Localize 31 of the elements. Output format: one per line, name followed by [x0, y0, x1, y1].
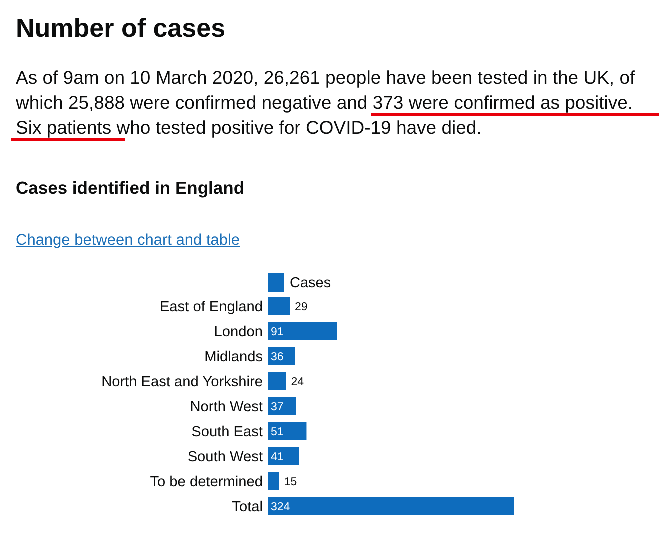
y-tick-label: North East and Yorkshire	[102, 374, 263, 390]
text: Change between chart and table	[16, 232, 240, 249]
data-label: 41	[271, 452, 284, 464]
y-tick-label: Midlands	[204, 350, 263, 366]
chart-subtitle: As of 9am on 10 March 2020, 26,261 people have been tested in the UK, of which 25,888 were confirmed negative and 373 were confirmed as positive. Six patients who tested positive for COVID-19 have died.	[16, 67, 636, 138]
y-tick-label: South East	[192, 424, 263, 440]
y-tick-label: To be determined	[150, 474, 263, 490]
legend-label: Cases	[290, 276, 332, 292]
bar	[268, 448, 300, 466]
y-tick-label: Total	[232, 500, 263, 516]
bar	[268, 472, 280, 490]
bar	[268, 298, 290, 316]
y-tick-label: London	[214, 324, 263, 340]
data-label: 29	[295, 302, 308, 314]
data-label: 36	[271, 352, 284, 364]
data-label: 51	[271, 426, 284, 438]
bar	[268, 398, 296, 416]
y-tick-label: East of England	[160, 300, 263, 316]
y-tick-label: North West	[190, 400, 263, 416]
data-label: 24	[291, 376, 305, 388]
data-label: 91	[271, 326, 284, 338]
text: Cases identified in England	[16, 178, 245, 198]
data-label: 324	[271, 502, 291, 514]
chart-title: Number of cases	[16, 13, 226, 43]
bar	[268, 498, 514, 516]
data-label: 15	[284, 476, 298, 488]
bar	[268, 372, 286, 390]
y-tick-label: South West	[188, 450, 263, 466]
bar	[268, 422, 307, 440]
data-label: 37	[271, 402, 284, 414]
bar	[268, 322, 338, 340]
